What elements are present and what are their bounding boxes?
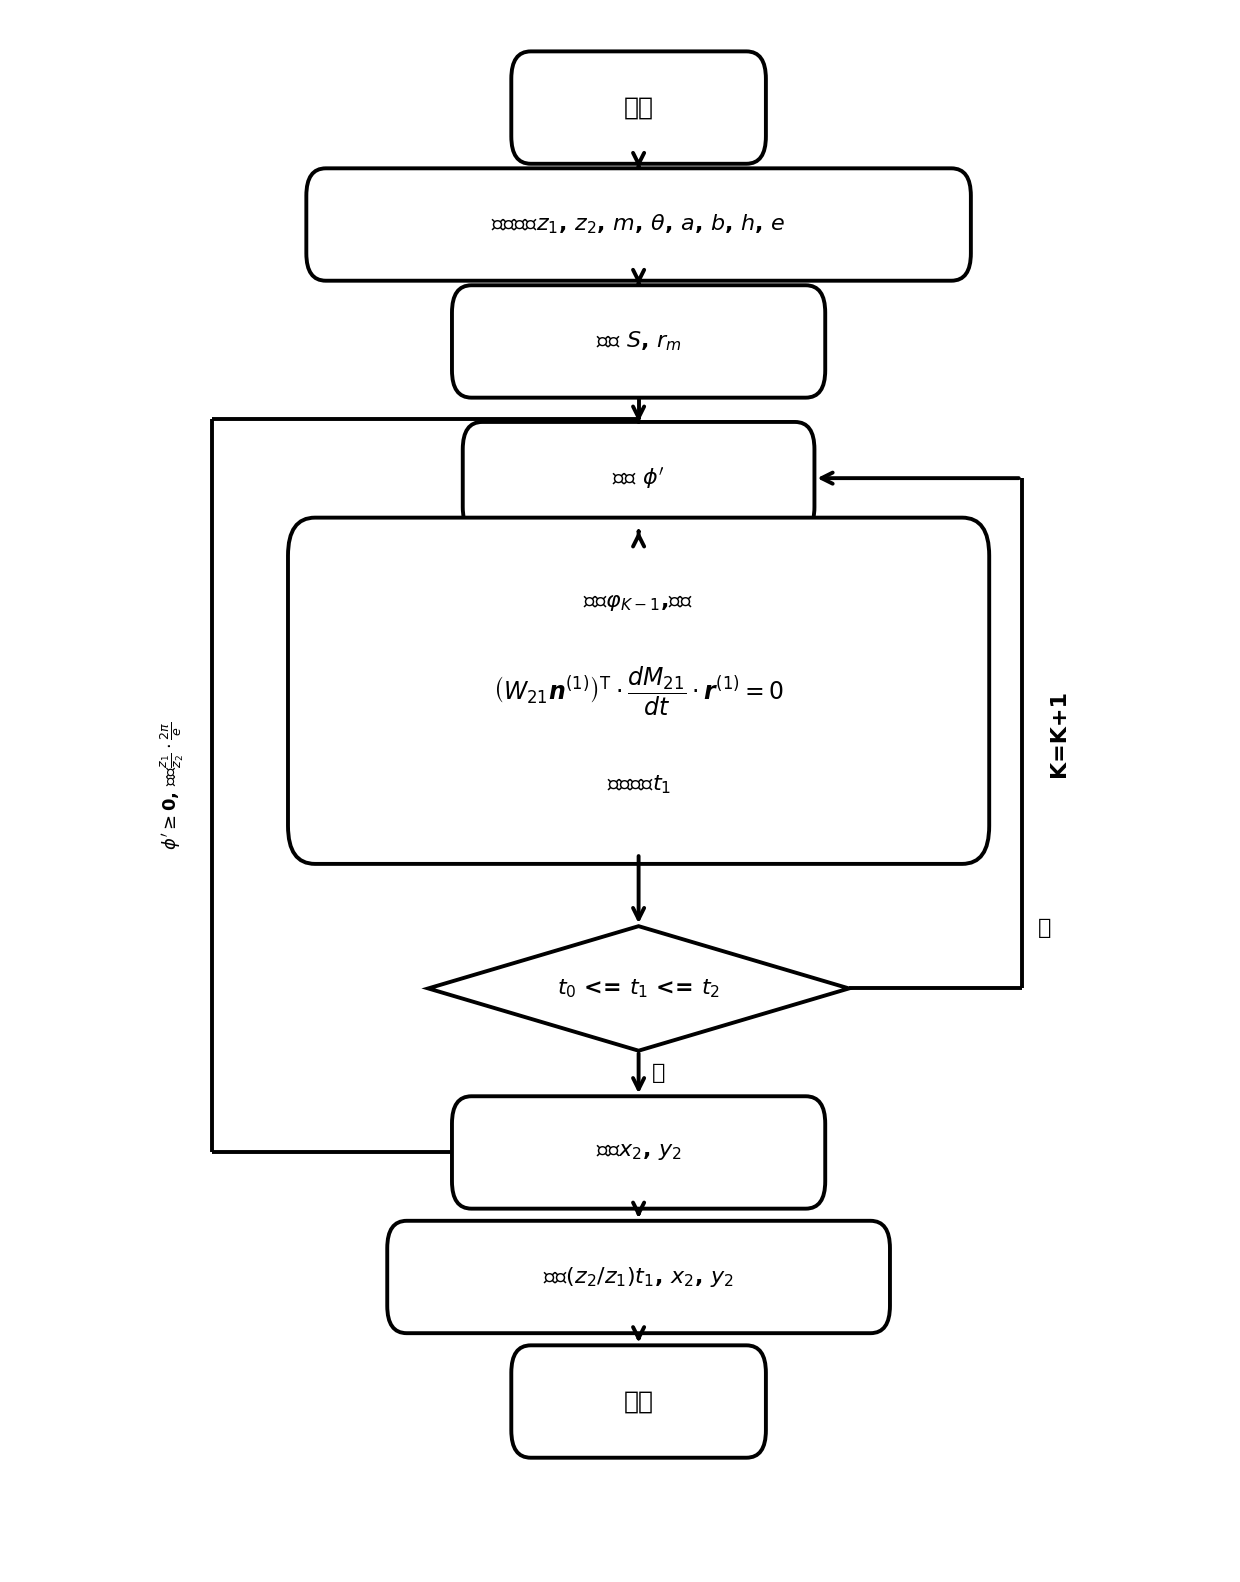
Text: 设定 $\phi^{\prime}$: 设定 $\phi^{\prime}$ xyxy=(613,465,665,490)
Text: $t_0$ <= $t_1$ <= $t_2$: $t_0$ <= $t_1$ <= $t_2$ xyxy=(557,978,720,1000)
Text: 否: 否 xyxy=(1038,918,1052,938)
Text: 计算$x_2$, $y_2$: 计算$x_2$, $y_2$ xyxy=(595,1142,682,1163)
Text: 开始: 开始 xyxy=(624,95,653,120)
Text: 结束: 结束 xyxy=(624,1389,653,1414)
FancyBboxPatch shape xyxy=(288,517,990,864)
Text: K=K+1: K=K+1 xyxy=(1049,690,1069,777)
FancyBboxPatch shape xyxy=(387,1221,890,1334)
Text: 的近似根$t_1$: 的近似根$t_1$ xyxy=(606,774,671,796)
FancyBboxPatch shape xyxy=(451,1096,826,1209)
FancyBboxPatch shape xyxy=(511,1345,766,1457)
Text: 输入参数$z_1$, $z_2$, $m$, $\theta$, $a$, $b$, $h$, $e$: 输入参数$z_1$, $z_2$, $m$, $\theta$, $a$, $b… xyxy=(491,212,786,236)
Text: 计算 $S$, $r_m$: 计算 $S$, $r_m$ xyxy=(595,329,682,353)
Text: 是: 是 xyxy=(651,1063,665,1084)
Text: $\left(W_{21}\boldsymbol{n}^{(1)}\right)^{\mathrm{T}}\cdot\dfrac{dM_{21}}{dt}\cd: $\left(W_{21}\boldsymbol{n}^{(1)}\right)… xyxy=(494,664,784,718)
FancyBboxPatch shape xyxy=(306,168,971,280)
FancyBboxPatch shape xyxy=(463,422,815,535)
FancyBboxPatch shape xyxy=(451,285,826,397)
Text: $\phi^{\prime}$$\geq$0, 步长$\frac{z_1}{z_2}\cdot\frac{2\pi}{e}$: $\phi^{\prime}$$\geq$0, 步长$\frac{z_1}{z_… xyxy=(157,721,186,850)
Polygon shape xyxy=(428,925,849,1050)
Text: 计算$\varphi_{K-1}$,求式: 计算$\varphi_{K-1}$,求式 xyxy=(583,593,694,612)
Text: 输出$(z_2/z_1)t_1$, $x_2$, $y_2$: 输出$(z_2/z_1)t_1$, $x_2$, $y_2$ xyxy=(543,1266,734,1289)
FancyBboxPatch shape xyxy=(511,51,766,165)
